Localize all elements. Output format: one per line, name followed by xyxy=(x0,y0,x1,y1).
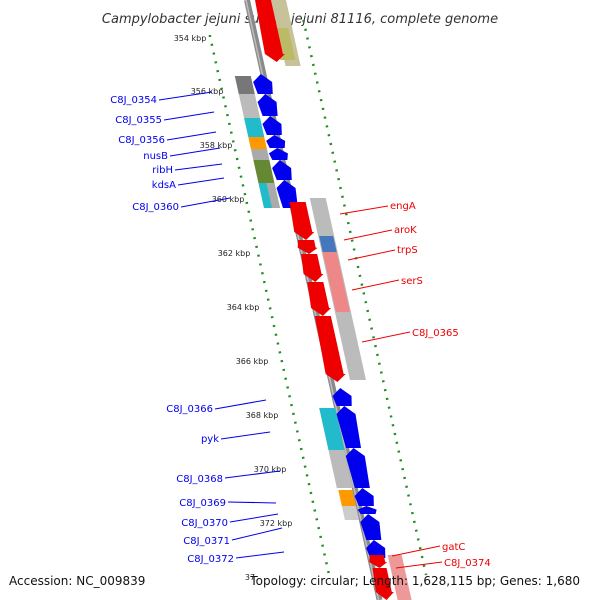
gene-label: C8J_0372 xyxy=(187,554,234,565)
reverse-gene-arrow xyxy=(289,202,315,240)
gene-labels: C8J_0354 C8J_0355 C8J_0356 nusB ribH kdsA C8J_… xyxy=(110,91,491,569)
gene-label: C8J_0369 xyxy=(179,498,226,509)
feature-tracks xyxy=(234,0,412,600)
label-leader-line xyxy=(174,163,223,171)
topology-text: Topology: circular; Length: 1,628,115 bp… xyxy=(250,574,580,588)
gene-label: trpS xyxy=(397,245,418,256)
gene-label: C8J_0366 xyxy=(166,404,213,415)
scale-tick-label: 37 xyxy=(245,573,255,582)
label-leader-line xyxy=(351,279,400,291)
scale-tick-label: 370 kbp xyxy=(254,465,287,474)
colour-block xyxy=(253,160,275,183)
colour-block xyxy=(234,76,255,94)
forward-gene-arrow xyxy=(332,388,352,406)
gene-label: C8J_0368 xyxy=(176,474,223,485)
label-leader-line xyxy=(395,561,443,569)
scale-tick-label: 372 kbp xyxy=(260,519,293,528)
colour-block xyxy=(322,252,350,312)
colour-block xyxy=(328,450,353,488)
map-title: Campylobacter jejuni subsp. jejuni 81116… xyxy=(102,12,498,27)
gene-label: nusB xyxy=(143,151,168,162)
label-leader-line xyxy=(224,470,281,479)
forward-gene-arrow xyxy=(357,506,377,514)
label-leader-line xyxy=(343,229,393,241)
gene-label: C8J_0370 xyxy=(181,518,228,529)
label-leader-line xyxy=(391,545,441,557)
gene-label: C8J_0360 xyxy=(132,202,179,213)
scale-tick-label: 364 kbp xyxy=(227,303,260,312)
label-leader-line xyxy=(163,111,215,121)
scale-tick-label: 358 kbp xyxy=(200,141,233,150)
forward-gene-arrow xyxy=(366,540,386,558)
label-leader-line xyxy=(166,131,217,141)
colour-block xyxy=(266,183,280,208)
colour-block xyxy=(341,506,359,520)
colour-block xyxy=(338,490,356,506)
reverse-gene-arrow xyxy=(307,282,332,316)
scale-tick-label: 362 kbp xyxy=(218,249,251,258)
gene-label: aroK xyxy=(394,225,417,236)
accession-text: Accession: NC_009839 xyxy=(9,574,146,588)
forward-gene-arrow xyxy=(345,448,370,488)
label-leader-line xyxy=(361,331,411,343)
gene-label: ribH xyxy=(152,165,173,176)
scale-tick-label: 354 kbp xyxy=(174,34,207,43)
label-leader-line xyxy=(214,399,267,410)
forward-gene-arrow xyxy=(266,135,286,148)
label-leader-line xyxy=(339,205,389,215)
gene-label: C8J_0355 xyxy=(115,115,162,126)
left-dotted-track xyxy=(208,34,331,576)
label-leader-line xyxy=(169,147,221,157)
label-leader-line xyxy=(229,513,279,523)
tick-dot-tracks: 354 kbp 356 kbp 358 kbp 360 kbp 362 kbp 364 k… xyxy=(174,19,428,582)
forward-gene-arrow xyxy=(336,406,362,448)
label-leader-line xyxy=(347,249,396,261)
gene-label: C8J_0371 xyxy=(183,536,230,547)
label-leader-line xyxy=(158,91,213,101)
colour-block xyxy=(238,94,261,118)
forward-gene-arrow xyxy=(262,116,282,135)
gene-label: gatC xyxy=(442,542,465,553)
label-leader-line xyxy=(227,501,277,504)
scale-tick-label: 356 kbp xyxy=(191,87,224,96)
colour-block xyxy=(244,118,265,137)
colour-block xyxy=(319,236,337,252)
forward-gene-arrow xyxy=(257,94,278,116)
reverse-gene-arrow xyxy=(369,555,388,568)
scale-tick-label: 360 kbp xyxy=(212,195,245,204)
forward-gene-arrow xyxy=(354,488,374,506)
gene-label: pyk xyxy=(201,434,219,445)
colour-block xyxy=(248,137,267,149)
label-leader-line xyxy=(231,527,283,541)
colour-block xyxy=(387,555,412,600)
forward-gene-arrow xyxy=(268,148,288,160)
label-leader-line xyxy=(180,197,231,208)
reverse-gene-arrow xyxy=(301,254,324,282)
colour-block xyxy=(250,149,270,160)
label-leader-line xyxy=(235,551,285,559)
reverse-gene-arrow xyxy=(297,240,318,254)
gene-label: kdsA xyxy=(152,180,176,191)
reverse-gene-arrow xyxy=(372,568,394,600)
scale-tick-label: 366 kbp xyxy=(236,357,269,366)
forward-gene-arrow xyxy=(272,160,292,180)
label-leader-line xyxy=(177,177,225,186)
gene-label: serS xyxy=(401,276,423,287)
reverse-gene-arrow xyxy=(314,316,346,382)
forward-gene-arrow xyxy=(253,74,273,94)
forward-gene-arrow xyxy=(276,180,298,208)
reverse-gene-arrow xyxy=(255,0,285,62)
colour-block xyxy=(319,408,345,450)
gene-label: C8J_0374 xyxy=(444,558,491,569)
scale-tick-label: 368 kbp xyxy=(246,411,279,420)
label-leader-line xyxy=(220,431,271,440)
gene-label: C8J_0354 xyxy=(110,95,157,106)
gene-label: C8J_0365 xyxy=(412,328,459,339)
gene-label: engA xyxy=(390,201,416,212)
gene-label: C8J_0356 xyxy=(118,135,165,146)
forward-gene-arrow xyxy=(360,514,382,540)
